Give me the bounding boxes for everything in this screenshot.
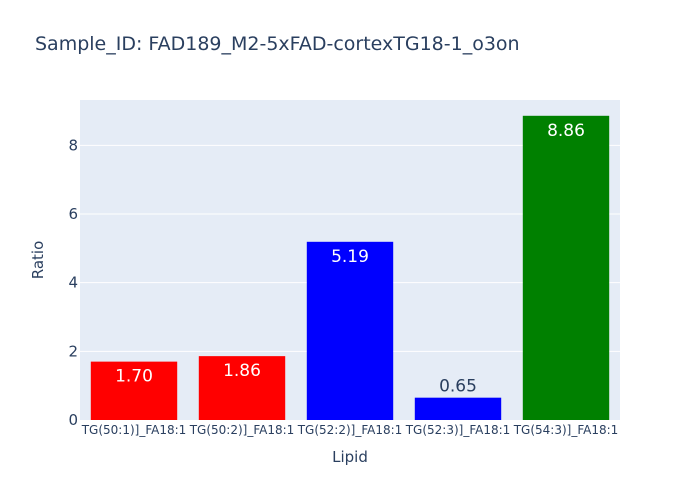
bar-value-label: 0.65 [439, 377, 477, 397]
y-axis-ticks: 0 2 4 6 8 [68, 136, 78, 429]
y-tick-label: 4 [68, 274, 78, 292]
y-tick-label: 0 [68, 411, 78, 429]
bar [198, 356, 286, 420]
y-tick-label: 6 [68, 205, 78, 223]
bar [90, 361, 178, 420]
bar-labels: 1.70 1.86 5.19 0.65 8.86 [115, 121, 585, 397]
bar-value-label: 1.86 [223, 361, 261, 381]
chart-title: Sample_ID: FAD189_M2-5xFAD-cortexTG18-1_… [35, 33, 520, 55]
x-axis-ticks: TG(50:1)]_FA18:1 TG(50:2)]_FA18:1 TG(52:2)… [81, 423, 619, 437]
bars [90, 115, 610, 420]
x-axis-title: Lipid [332, 448, 368, 466]
bar [414, 397, 502, 420]
y-axis-title: Ratio [29, 241, 47, 280]
x-tick-label: TG(52:3)]_FA18:1 [405, 423, 511, 437]
bar [306, 241, 394, 420]
bar [522, 115, 610, 420]
x-tick-label: TG(50:2)]_FA18:1 [189, 423, 295, 437]
y-tick-label: 2 [68, 342, 78, 360]
bar-value-label: 5.19 [331, 247, 369, 267]
x-tick-label: TG(50:1)]_FA18:1 [81, 423, 187, 437]
bar-value-label: 1.70 [115, 367, 153, 387]
y-tick-label: 8 [68, 136, 78, 154]
bar-value-label: 8.86 [547, 121, 585, 141]
x-tick-label: TG(54:3)]_FA18:1 [513, 423, 619, 437]
x-tick-label: TG(52:2)]_FA18:1 [297, 423, 403, 437]
